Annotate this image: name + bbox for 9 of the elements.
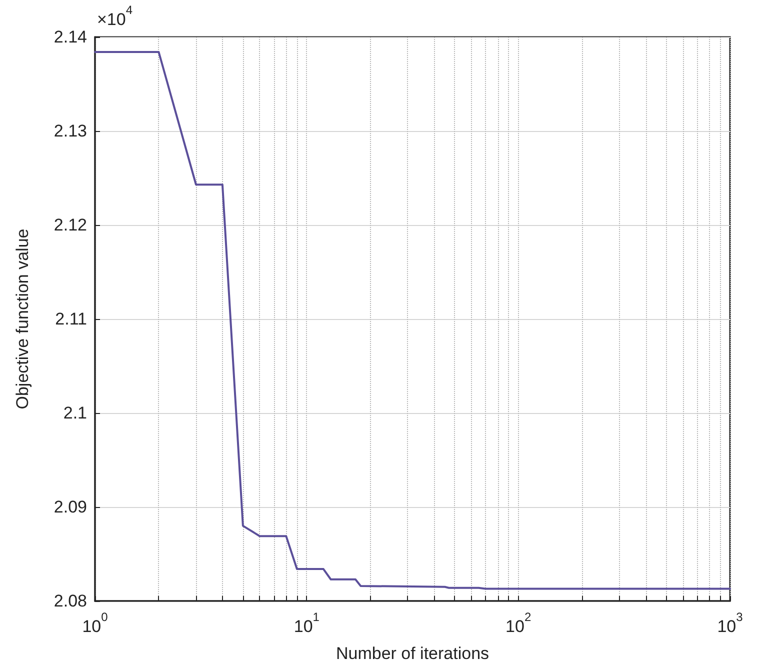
x-axis-title: Number of iterations bbox=[336, 644, 490, 663]
y-tick-label: 2.12 bbox=[54, 216, 87, 234]
y-tick-label: 2.14 bbox=[54, 28, 87, 46]
y-tick-label: 2.13 bbox=[54, 122, 87, 140]
y-tick-label: 2.1 bbox=[63, 404, 87, 422]
y-axis-title: Objective function value bbox=[13, 228, 32, 410]
y-tick-label: 2.08 bbox=[54, 592, 87, 610]
y-tick-label: 2.09 bbox=[54, 498, 87, 516]
y-tick-label: 2.11 bbox=[55, 310, 87, 328]
